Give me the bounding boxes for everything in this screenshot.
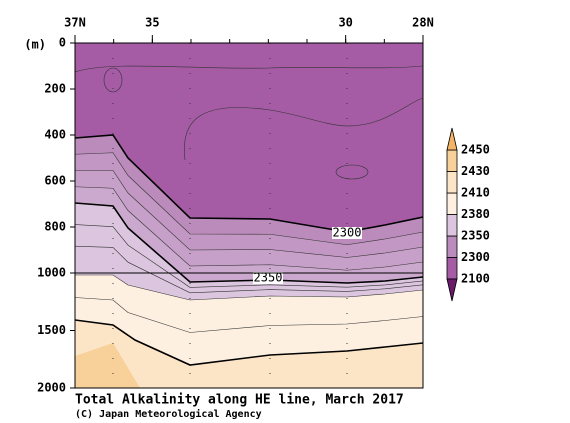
contour-line [75, 202, 423, 284]
contour-line [75, 170, 423, 258]
colorbar-swatch [446, 214, 458, 237]
plot-area: 2300 2350 [75, 43, 423, 388]
colorbar-label: 2410 [461, 186, 490, 200]
contour-label-bg [253, 272, 283, 284]
chart-title: Total Alkalinity along HE line, March 20… [75, 393, 404, 408]
colorbar-label: 2350 [461, 229, 490, 243]
contour-label-bg [332, 227, 362, 239]
colorbar-swatch [446, 235, 458, 258]
contour-line [75, 186, 423, 271]
contour-line [75, 319, 423, 366]
contour-line [75, 274, 423, 301]
contour-label: 2300 [333, 226, 362, 240]
y-tick-label: 800 [44, 220, 66, 234]
contour-band [75, 320, 423, 388]
colorbar-under [446, 278, 458, 302]
colorbar-label: 2100 [461, 272, 490, 286]
y-axis-label: (m) [24, 38, 46, 52]
contour-band [75, 343, 140, 388]
x-tick-label: 35 [145, 16, 159, 30]
contour-line [335, 164, 369, 180]
colorbar-label: 2430 [461, 164, 490, 178]
colorbar-swatch [446, 149, 458, 172]
y-tick-label: 0 [59, 36, 66, 50]
colorbar-swatch [446, 257, 458, 280]
y-tick-label: 1500 [37, 323, 66, 337]
y-tick-label: 2000 [37, 381, 66, 395]
colorbar-label: 2300 [461, 250, 490, 264]
x-tick-label: 37N [64, 16, 86, 30]
y-tick-label: 600 [44, 174, 66, 188]
colorbar-over [446, 127, 458, 151]
colorbar-swatch [446, 171, 458, 194]
credit: (C) Japan Meteorological Agency [75, 408, 262, 420]
contour-line [75, 152, 423, 246]
contour-line [75, 297, 423, 333]
contour-line [75, 224, 423, 288]
y-tick-label: 1000 [37, 266, 66, 280]
y-tick-label: 200 [44, 82, 66, 96]
colorbar-label: 2380 [461, 207, 490, 221]
contour-line [103, 67, 123, 93]
colorbar-label: 2450 [461, 143, 490, 157]
colorbar-swatch [446, 192, 458, 215]
y-tick-label: 400 [44, 128, 66, 142]
contour-line [183, 97, 423, 161]
contour-line [75, 245, 423, 294]
plot-frame [74, 42, 424, 389]
contour-line [75, 134, 423, 233]
contour-label: 2350 [254, 271, 283, 285]
contour-line [75, 65, 423, 73]
x-tick-label: 28N [412, 16, 434, 30]
x-tick-label: 30 [338, 16, 352, 30]
